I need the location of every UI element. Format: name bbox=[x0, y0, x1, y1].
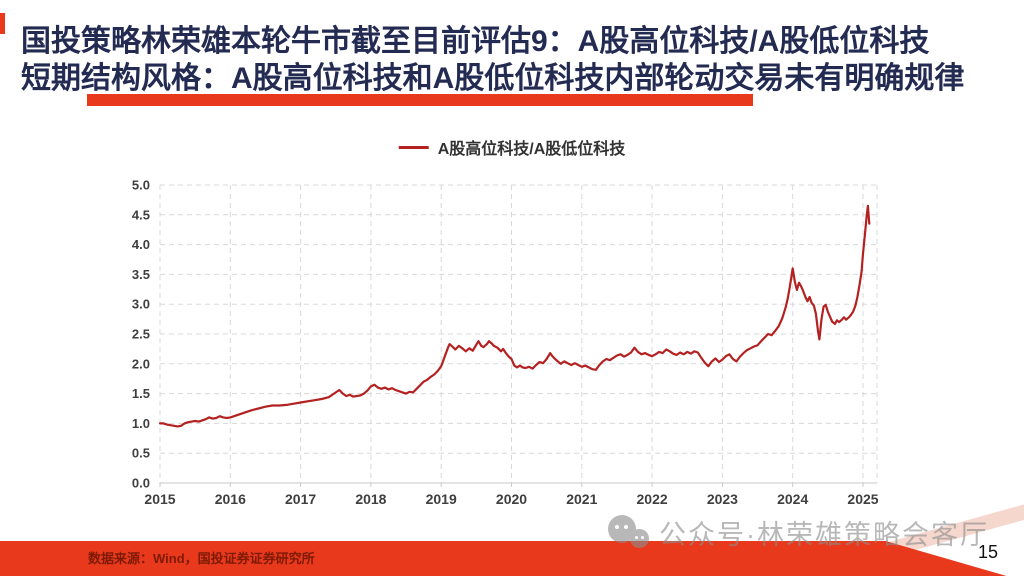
x-tick-label: 2020 bbox=[496, 491, 527, 507]
title-accent-bar bbox=[0, 13, 5, 34]
x-tick-label: 2016 bbox=[215, 491, 246, 507]
x-tick-label: 2015 bbox=[144, 491, 175, 507]
watermark: 公众号·林荣雄策略会客厅 bbox=[608, 513, 989, 552]
x-tick-label: 2025 bbox=[847, 491, 878, 507]
y-tick-label: 4.0 bbox=[132, 237, 150, 252]
y-tick-label: 2.0 bbox=[132, 356, 150, 371]
y-tick-label: 0.5 bbox=[132, 446, 150, 461]
data-source-text: 数据来源：Wind，国投证券证券研究所 bbox=[88, 551, 315, 566]
x-tick-label: 2018 bbox=[355, 491, 386, 507]
y-tick-label: 3.5 bbox=[132, 267, 150, 282]
slide-title-line1: 国投策略林荣雄本轮牛市截至目前评估9：A股高位科技/A股低位科技 bbox=[21, 25, 930, 58]
title-underline-bar bbox=[87, 94, 753, 106]
wechat-icon-small bbox=[630, 529, 649, 548]
series-line bbox=[158, 204, 871, 428]
y-tick-label: 0.0 bbox=[132, 476, 150, 491]
y-tick-label: 4.5 bbox=[132, 207, 150, 222]
y-tick-label: 1.0 bbox=[132, 416, 150, 431]
page-number: 15 bbox=[978, 542, 999, 562]
watermark-text: 公众号·林荣雄策略会客厅 bbox=[659, 520, 989, 550]
x-tick-label: 2017 bbox=[285, 491, 316, 507]
x-tick-label: 2019 bbox=[426, 491, 457, 507]
y-tick-label: 1.5 bbox=[132, 386, 150, 401]
footer-red-band bbox=[0, 541, 1007, 576]
slide-title-line2: 短期结构风格：A股高位科技和A股低位科技内部轮动交易未有明确规律 bbox=[21, 62, 965, 95]
y-tick-label: 2.5 bbox=[132, 327, 150, 342]
legend-label: A股高位科技/A股低位科技 bbox=[437, 141, 626, 158]
x-tick-label: 2022 bbox=[637, 491, 668, 507]
x-tick-label: 2024 bbox=[777, 491, 808, 507]
y-tick-label: 3.0 bbox=[132, 297, 150, 312]
x-tick-label: 2023 bbox=[707, 491, 738, 507]
chart-legend: A股高位科技/A股低位科技 bbox=[398, 135, 626, 159]
legend-line-swatch bbox=[398, 145, 429, 149]
x-tick-label: 2021 bbox=[566, 491, 597, 507]
y-tick-label: 5.0 bbox=[132, 178, 150, 193]
